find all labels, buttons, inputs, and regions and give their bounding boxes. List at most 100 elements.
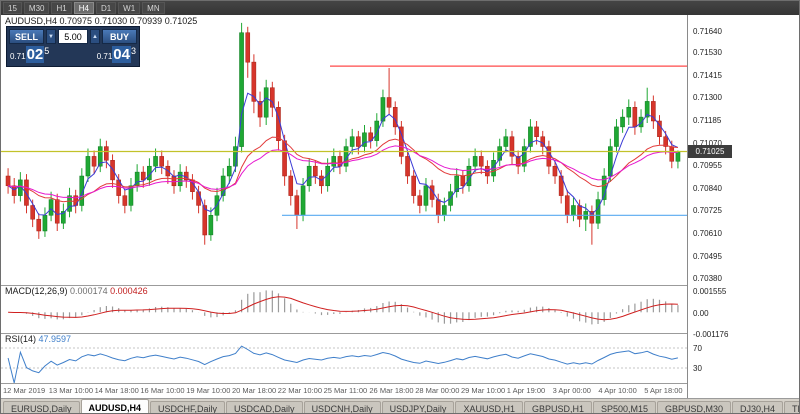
candle-body (577, 205, 582, 220)
candle-body (614, 126, 619, 147)
chart-tab-eurusd-daily[interactable]: EURUSD,Daily (3, 401, 80, 413)
candle-body (472, 156, 478, 167)
candle-body (257, 101, 263, 118)
candle-body (442, 205, 447, 216)
period-button-15[interactable]: 15 (3, 2, 22, 14)
candle-body (313, 165, 318, 177)
candle-body (91, 156, 97, 167)
chart-tab-usdjpy-daily[interactable]: USDJPY,Daily (381, 401, 455, 413)
chart-tab-xauusd-h1[interactable]: XAUUSD,H1 (455, 401, 523, 413)
timeframe-toolbar: 15 M30 H1 H4 D1 W1 MN (1, 1, 799, 15)
rsi-chart[interactable] (1, 333, 687, 383)
time-axis[interactable]: 12 Mar 2019 13 Mar 10:00 14 Mar 18:00 16 Ma… (1, 383, 687, 398)
ohlc-close: 0.71025 (164, 16, 198, 26)
chart-tab-usdchf-daily[interactable]: USDCHF,Daily (150, 401, 226, 413)
macd-chart[interactable] (1, 285, 687, 333)
candle-body (226, 165, 232, 177)
chart-tab-usdcnh-daily[interactable]: USDCNH,Daily (303, 401, 381, 413)
volume-increase-button[interactable]: ▲ (90, 29, 100, 44)
candle-body (159, 156, 164, 167)
period-button-W1[interactable]: W1 (118, 2, 141, 14)
candle-body (239, 32, 244, 147)
candle-body (122, 195, 128, 206)
candle-body (435, 199, 441, 216)
candle-body (11, 185, 17, 196)
moving-average-line-18 (8, 136, 678, 203)
candle-body (497, 146, 502, 161)
macd-indicator-panel[interactable]: MACD(12,26,9) 0.000174 0.000426 (1, 285, 687, 333)
candle-body (48, 199, 54, 216)
time-label: 20 Mar 18:00 (232, 386, 277, 395)
candle-body (503, 136, 509, 147)
volume-decrease-button[interactable]: ▼ (46, 29, 56, 44)
volume-input[interactable] (58, 29, 88, 44)
candle-body (466, 165, 472, 187)
candle-body (386, 97, 392, 108)
time-label: 14 Mar 18:00 (94, 386, 139, 395)
chart-tab-tech100-h1[interactable]: TECH100,H1 (784, 401, 799, 413)
candle-body (663, 136, 668, 147)
rsi-label: RSI(14) 47.9597 (5, 334, 71, 344)
candle-body (362, 132, 367, 147)
time-label: 22 Mar 10:00 (277, 386, 322, 395)
time-label: 29 Mar 10:00 (461, 386, 506, 395)
sell-price[interactable]: 0.71025 (10, 46, 49, 64)
candlestick-chart[interactable] (1, 15, 687, 285)
rsi-axis-label: 30 (693, 364, 702, 373)
period-button-M30[interactable]: M30 (23, 2, 50, 14)
time-label: 28 Mar 00:00 (415, 386, 460, 395)
price-tick: 0.71300 (693, 93, 722, 103)
price-tick: 0.70840 (693, 183, 722, 193)
price-axis[interactable]: 0.71025 0.71640 0.71530 0.71415 0.71300 0.71… (687, 15, 799, 398)
rsi-line (7, 345, 679, 383)
candle-body (368, 132, 373, 141)
macd-panel-separator[interactable] (1, 285, 799, 286)
candle-body (36, 218, 42, 232)
candle-body (515, 156, 521, 167)
candle-body (632, 107, 638, 128)
buy-button[interactable]: BUY (102, 29, 137, 44)
candle-body (208, 215, 214, 236)
period-button-H1[interactable]: H1 (51, 2, 72, 14)
candle-body (42, 215, 48, 232)
chart-tab-gbpusd-m30[interactable]: GBPUSD,M30 (657, 401, 732, 413)
candle-body (220, 175, 226, 196)
period-button-D1[interactable]: D1 (95, 2, 117, 14)
candle-body (270, 87, 275, 108)
candle-body (675, 151, 681, 162)
rsi-panel-separator[interactable] (1, 333, 799, 334)
time-axis-separator (1, 383, 799, 384)
candle-body (288, 175, 294, 196)
price-tick: 0.71415 (693, 70, 722, 80)
time-label: 5 Apr 18:00 (644, 386, 683, 395)
macd-signal-value: 0.000426 (110, 286, 148, 296)
time-label: 19 Mar 10:00 (186, 386, 231, 395)
chart-tab-gbpusd-h1[interactable]: GBPUSD,H1 (523, 401, 592, 413)
period-button-H4[interactable]: H4 (73, 2, 94, 14)
price-chart-panel[interactable]: AUDUSD,H4 0.70975 0.71030 0.70939 0.7102… (1, 15, 687, 285)
candle-body (306, 165, 312, 187)
candle-body (589, 211, 595, 224)
candle-body (79, 175, 85, 206)
candle-body (429, 185, 435, 200)
candle-body (595, 199, 601, 224)
candle-body (349, 136, 355, 147)
sell-button[interactable]: SELL (9, 29, 44, 44)
chart-tab-sp500-m15[interactable]: SP500,M15 (592, 401, 656, 413)
time-label: 12 Mar 2019 (3, 386, 46, 395)
chart-tab-usdcad-daily[interactable]: USDCAD,Daily (226, 401, 303, 413)
period-button-MN[interactable]: MN (142, 2, 165, 14)
chart-tab-audusd-h4[interactable]: AUDUSD,H4 (80, 399, 150, 413)
candle-body (534, 126, 539, 137)
sell-price-pips: 02 (25, 46, 45, 63)
candle-body (356, 136, 361, 147)
sell-price-point: 5 (44, 46, 50, 56)
chart-tab-dj30-h4[interactable]: DJ30,H4 (732, 401, 784, 413)
macd-axis-label: -0.001176 (693, 330, 729, 339)
rsi-indicator-panel[interactable]: RSI(14) 47.9597 (1, 333, 687, 383)
candle-body (251, 61, 257, 102)
buy-price[interactable]: 0.71043 (97, 46, 136, 64)
ohlc-open: 0.70975 (59, 16, 93, 26)
chart-tabs-bar: EURUSD,Daily AUDUSD,H4 USDCHF,Daily USDCAD,… (1, 398, 799, 413)
